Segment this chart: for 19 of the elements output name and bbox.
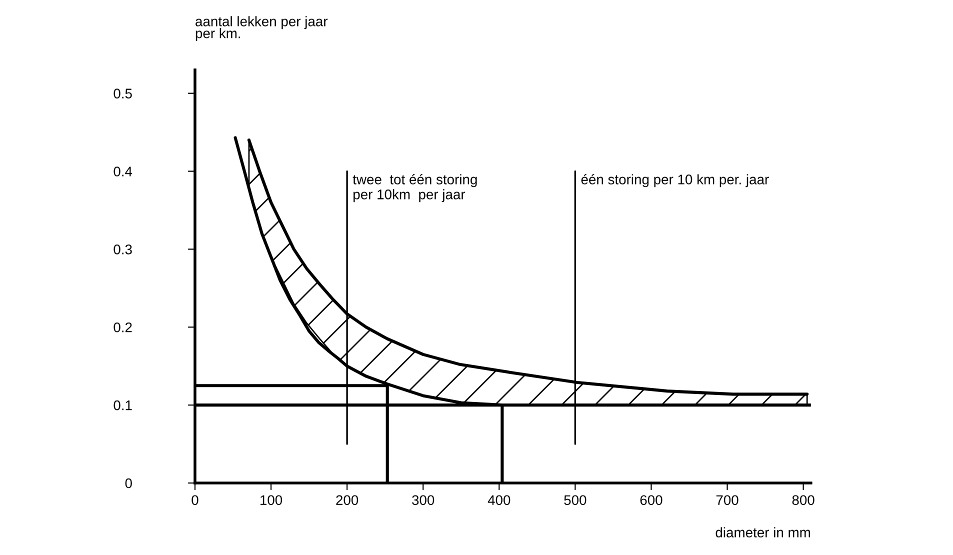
x-axis-title: diameter in mm (716, 527, 810, 538)
x-tick-label: 200 (336, 495, 358, 506)
y-tick-label: 0.1 (114, 400, 132, 410)
x-tick-label: 600 (640, 495, 662, 506)
annotation: twee tot één storing per 10km per jaar (352, 174, 477, 202)
annotation: één storing per 10 km per. jaar (581, 174, 769, 188)
y-tick-label: 0.2 (114, 322, 132, 332)
y-tick-label: 0.4 (114, 166, 132, 176)
x-tick-label: 400 (488, 495, 510, 506)
y-tick-label: 0 (125, 478, 132, 488)
x-tick-label: 100 (260, 495, 282, 506)
y-tick-label: 0.5 (114, 88, 132, 98)
y-tick-label: 0.3 (114, 244, 132, 254)
y-axis-title: aantal lekken per jaar per km. (196, 16, 328, 42)
x-tick-label: 700 (716, 495, 738, 506)
x-tick-label: 500 (564, 495, 586, 506)
x-tick-label: 800 (792, 495, 814, 506)
x-tick-label: 300 (412, 495, 434, 506)
x-tick-label: 0 (192, 495, 198, 506)
